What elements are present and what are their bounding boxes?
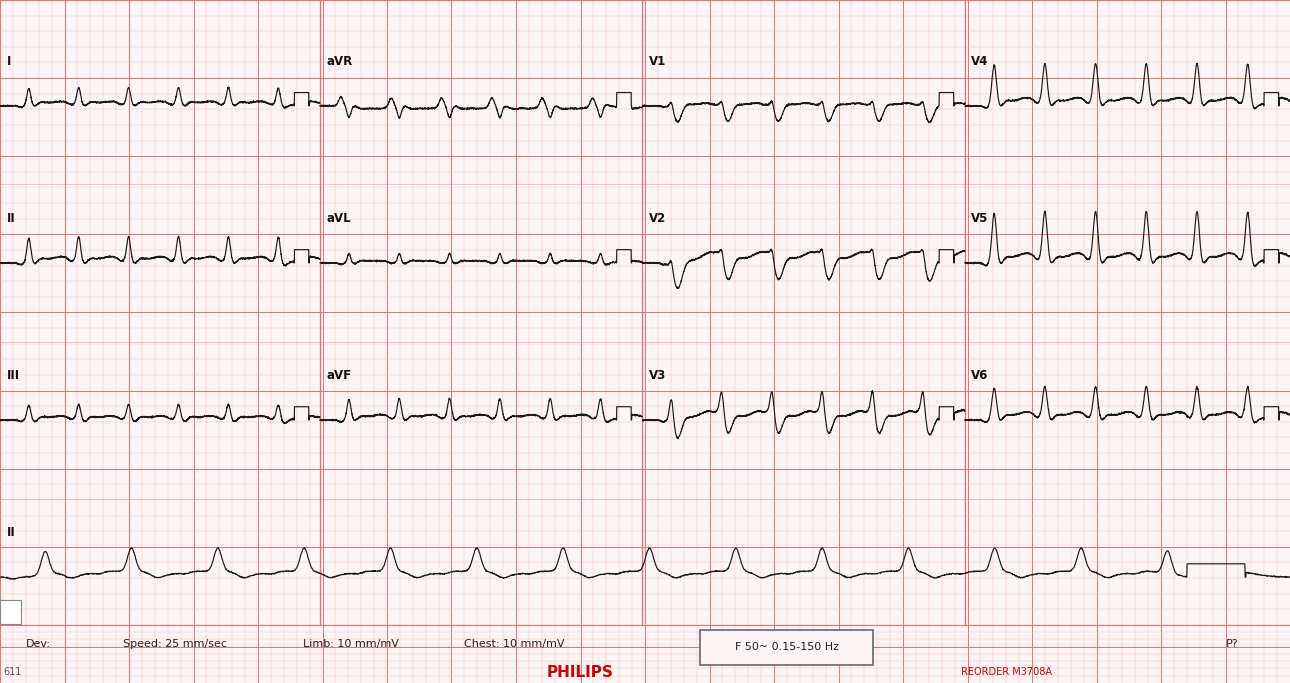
Text: aVF: aVF xyxy=(326,369,351,382)
Text: II: II xyxy=(6,526,15,539)
Text: aVR: aVR xyxy=(326,55,352,68)
Text: 611: 611 xyxy=(4,667,22,677)
Text: REORDER M3708A: REORDER M3708A xyxy=(961,667,1053,677)
Text: aVL: aVL xyxy=(326,212,351,225)
Text: Speed: 25 mm/sec: Speed: 25 mm/sec xyxy=(123,639,227,649)
Text: Limb: 10 mm/mV: Limb: 10 mm/mV xyxy=(303,639,399,649)
FancyBboxPatch shape xyxy=(0,600,21,624)
Text: Chest: 10 mm/mV: Chest: 10 mm/mV xyxy=(464,639,565,649)
Text: PHILIPS: PHILIPS xyxy=(547,665,614,680)
Text: V3: V3 xyxy=(649,369,666,382)
Text: III: III xyxy=(6,369,19,382)
Text: V1: V1 xyxy=(649,55,666,68)
Text: V2: V2 xyxy=(649,212,666,225)
Text: V5: V5 xyxy=(971,212,988,225)
Text: V4: V4 xyxy=(971,55,988,68)
FancyBboxPatch shape xyxy=(700,630,873,665)
Text: V6: V6 xyxy=(971,369,988,382)
Text: P?: P? xyxy=(1226,639,1238,649)
Text: II: II xyxy=(6,212,15,225)
Text: Dev:: Dev: xyxy=(26,639,50,649)
Text: F 50~ 0.15-150 Hz: F 50~ 0.15-150 Hz xyxy=(735,643,838,652)
Text: I: I xyxy=(6,55,10,68)
